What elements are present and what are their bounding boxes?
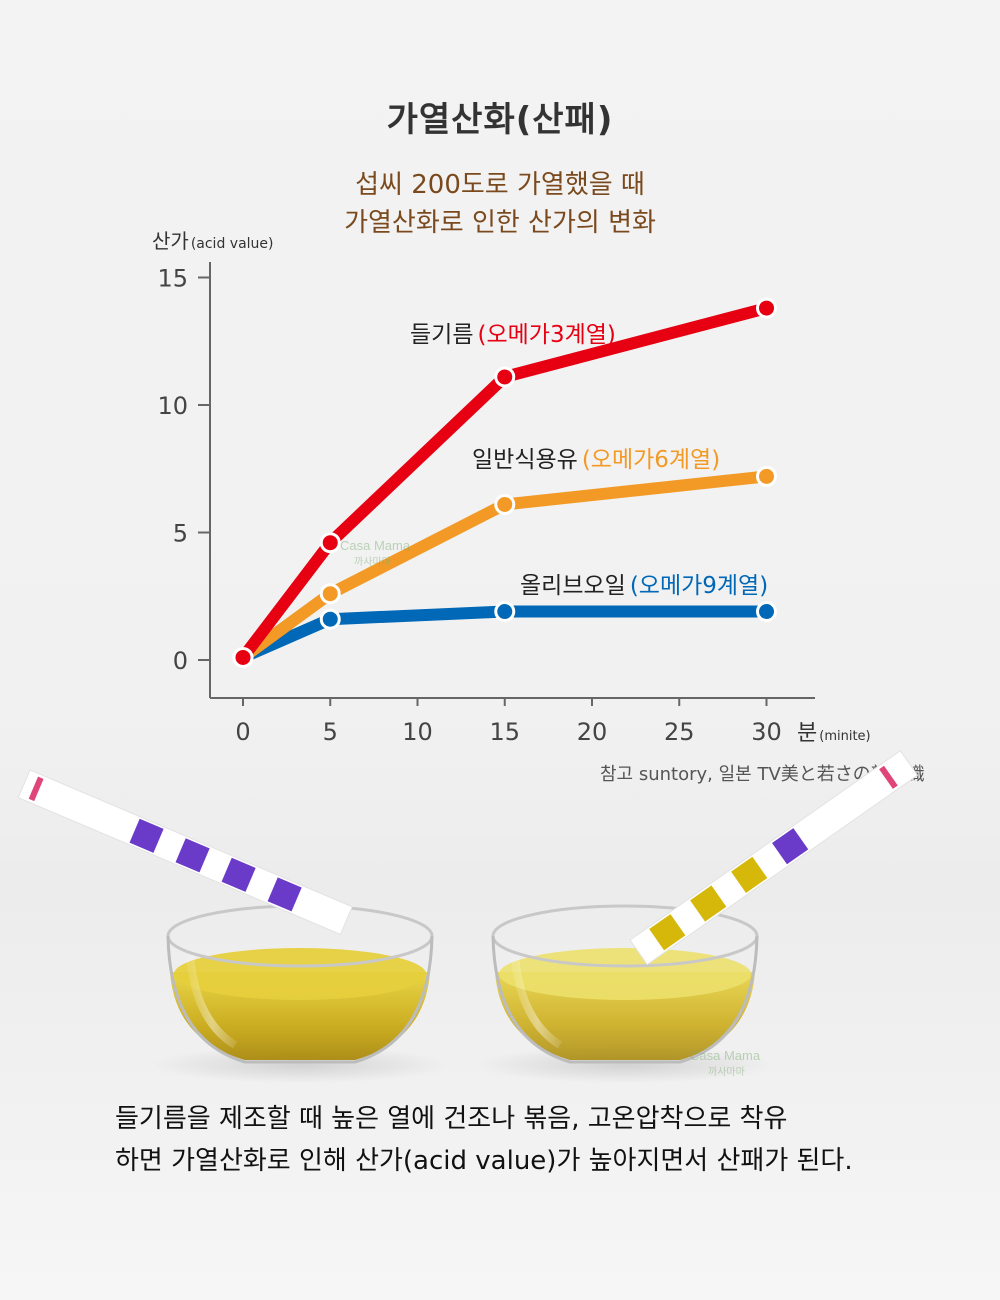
series-label-main: 올리브오일 <box>520 573 626 599</box>
series-olive <box>232 601 777 668</box>
data-point-perilla <box>756 297 777 319</box>
data-point-olive <box>756 601 777 623</box>
watermark-chart-sub: 까사마마 <box>354 557 391 568</box>
watermark-bowl-brand: Casa Mama <box>690 1048 761 1063</box>
y-axis-label-main: 산가 <box>152 229 189 253</box>
data-point-perilla <box>319 532 341 554</box>
series-label-sub: (오메가9계열) <box>630 573 768 599</box>
x-axis-label-main: 분 <box>797 721 817 746</box>
series-line-olive <box>237 605 773 664</box>
x-tick-label: 30 <box>751 718 782 746</box>
x-axis-label-unit: (minite) <box>819 729 870 744</box>
x-tick-label: 15 <box>489 718 520 746</box>
y-tick-label: 15 <box>157 265 188 293</box>
watermark-chart: Casa Mama 까사마마 <box>340 538 410 568</box>
chart-axes: 0 5 10 15 0 5 10 15 20 25 30 <box>157 262 815 746</box>
watermark-bowl: Casa Mama 까사마마 <box>690 1048 760 1078</box>
series-label-sub: (오메가3계열) <box>477 322 615 348</box>
series-line-soybean <box>237 470 773 664</box>
chart-subtitle: 섭씨 200도로 가열했을 때 가열산화로 인한 산가의 변화 <box>0 166 1000 242</box>
oil-test-illustration <box>17 750 919 1083</box>
data-point-soybean <box>756 465 777 487</box>
chart-series <box>232 297 777 668</box>
data-point-soybean <box>494 493 516 515</box>
left-bowl <box>150 904 450 1083</box>
page-title: 가열산화(산패) <box>386 100 614 140</box>
x-tick-label: 0 <box>235 718 250 746</box>
data-point-soybean <box>319 583 341 605</box>
right-bowl <box>475 904 775 1083</box>
data-point-olive <box>494 601 516 623</box>
series-line-perilla <box>237 302 773 664</box>
reference-note: 참고 suntory, 일본 TV美と若さの新常識 <box>600 764 925 785</box>
series-labels: 들기름 (오메가3계열) 일반식용유 (오메가6계열) 올리브오일 (오메가9계열) <box>410 322 768 599</box>
series-perilla <box>232 297 777 668</box>
series-label-main: 들기름 <box>410 322 473 348</box>
series-label-sub: (오메가6계열) <box>582 447 720 473</box>
acid-value-line-chart: 산가 (acid value) 분 (minite) 0 5 10 15 0 5 10 15 20 2… <box>152 229 871 746</box>
series-label-main: 일반식용유 <box>472 447 578 473</box>
data-point-olive <box>319 608 341 630</box>
left-test-strip <box>17 769 353 936</box>
series-label-perilla: 들기름 (오메가3계열) <box>410 322 616 348</box>
x-tick-label: 20 <box>577 718 608 746</box>
caption-line-2: 하면 가열산화로 인해 산가(acid value)가 높아지면서 산패가 된다… <box>115 1146 853 1176</box>
data-point-perilla <box>494 366 516 388</box>
x-tick-label: 25 <box>664 718 695 746</box>
watermark-bowl-sub: 까사마마 <box>708 1067 745 1078</box>
x-tick-label: 5 <box>323 718 338 746</box>
subtitle-line-1: 섭씨 200도로 가열했을 때 <box>355 170 645 200</box>
x-axis-label: 분 (minite) <box>797 721 871 746</box>
y-tick-label: 10 <box>157 392 188 420</box>
subtitle-line-2: 가열산화로 인한 산가의 변화 <box>344 208 656 238</box>
caption: 들기름을 제조할 때 높은 열에 건조나 볶음, 고온압착으로 착유 하면 가열… <box>115 1098 975 1182</box>
x-tick-label: 10 <box>402 718 433 746</box>
y-axis-label-unit: (acid value) <box>191 236 274 252</box>
y-tick-label: 0 <box>173 647 188 675</box>
right-test-strip <box>629 750 919 966</box>
y-tick-label: 5 <box>173 520 188 548</box>
caption-line-1: 들기름을 제조할 때 높은 열에 건조나 볶음, 고온압착으로 착유 <box>115 1104 788 1134</box>
y-axis-label: 산가 (acid value) <box>152 229 273 253</box>
series-label-soybean: 일반식용유 (오메가6계열) <box>472 447 720 473</box>
series-label-olive: 올리브오일 (오메가9계열) <box>520 573 768 599</box>
data-point-perilla <box>232 646 254 668</box>
watermark-chart-brand: Casa Mama <box>340 538 411 553</box>
